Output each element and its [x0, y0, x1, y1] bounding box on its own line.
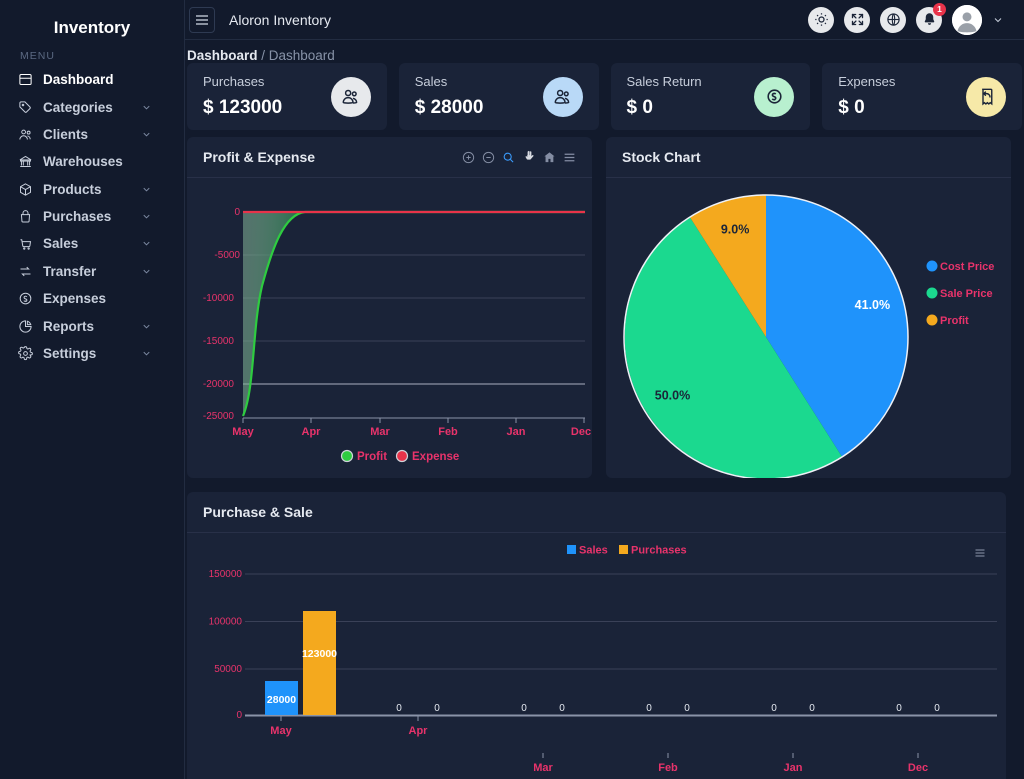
svg-text:Profit: Profit — [357, 451, 387, 463]
svg-text:0: 0 — [646, 703, 652, 714]
svg-text:0: 0 — [434, 703, 440, 714]
svg-text:50.0%: 50.0% — [655, 388, 690, 402]
svg-text:Expense: Expense — [412, 451, 459, 463]
svg-text:-25000: -25000 — [203, 411, 235, 422]
svg-text:-5000: -5000 — [214, 250, 240, 261]
svg-text:Mar: Mar — [533, 762, 553, 774]
svg-text:Sale Price: Sale Price — [940, 288, 993, 300]
svg-text:0: 0 — [809, 703, 815, 714]
svg-text:Apr: Apr — [302, 426, 322, 438]
svg-text:0: 0 — [396, 703, 402, 714]
svg-text:Sales: Sales — [579, 545, 608, 557]
svg-text:0: 0 — [234, 207, 240, 218]
svg-text:Jan: Jan — [784, 762, 803, 774]
svg-text:9.0%: 9.0% — [721, 223, 750, 237]
svg-text:Purchases: Purchases — [631, 545, 687, 557]
svg-text:-15000: -15000 — [203, 336, 235, 347]
svg-text:100000: 100000 — [209, 617, 243, 628]
svg-text:0: 0 — [521, 703, 527, 714]
svg-text:123000: 123000 — [302, 648, 337, 660]
svg-text:Feb: Feb — [438, 426, 458, 438]
svg-text:Dec: Dec — [571, 426, 591, 438]
svg-text:41.0%: 41.0% — [855, 298, 890, 312]
svg-text:0: 0 — [934, 703, 940, 714]
svg-text:May: May — [232, 426, 254, 438]
svg-text:0: 0 — [684, 703, 690, 714]
svg-text:Dec: Dec — [908, 762, 928, 774]
svg-text:28000: 28000 — [267, 694, 296, 706]
svg-text:Profit: Profit — [940, 315, 969, 327]
svg-text:50000: 50000 — [214, 664, 242, 675]
svg-text:0: 0 — [771, 703, 777, 714]
svg-text:Jan: Jan — [507, 426, 526, 438]
svg-text:-20000: -20000 — [203, 379, 235, 390]
svg-text:Apr: Apr — [409, 725, 429, 737]
svg-text:-10000: -10000 — [203, 293, 235, 304]
svg-text:0: 0 — [559, 703, 565, 714]
svg-text:Feb: Feb — [658, 762, 678, 774]
svg-text:0: 0 — [896, 703, 902, 714]
svg-text:0: 0 — [236, 710, 242, 721]
svg-text:Cost Price: Cost Price — [940, 261, 994, 273]
svg-text:Mar: Mar — [370, 426, 390, 438]
svg-text:150000: 150000 — [209, 569, 243, 580]
svg-text:May: May — [270, 725, 292, 737]
